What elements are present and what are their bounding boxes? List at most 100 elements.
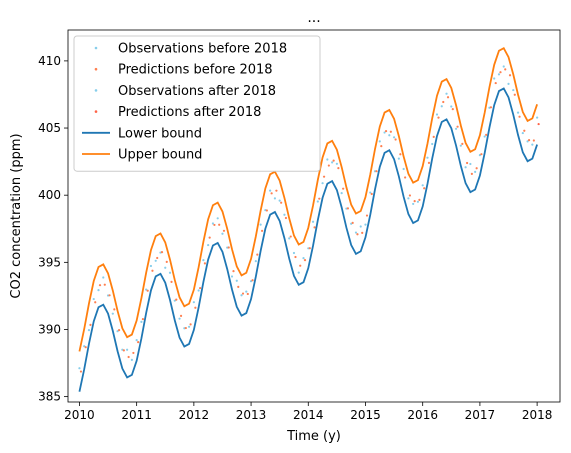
prediction-point bbox=[84, 346, 87, 349]
prediction-point bbox=[203, 262, 206, 265]
observation-point bbox=[316, 200, 319, 203]
legend-label: Observations before 2018 bbox=[118, 42, 287, 57]
observation-point bbox=[388, 134, 391, 137]
prediction-point bbox=[194, 306, 197, 309]
prediction-point bbox=[389, 130, 392, 133]
observation-point bbox=[126, 348, 129, 351]
prediction-point bbox=[256, 253, 259, 256]
prediction-point bbox=[451, 108, 454, 111]
prediction-point bbox=[241, 292, 245, 295]
legend-swatch bbox=[94, 67, 98, 71]
observation-point bbox=[326, 158, 329, 161]
observation-point bbox=[378, 140, 381, 143]
x-tick-label: 2011 bbox=[121, 408, 152, 422]
y-tick-label: 405 bbox=[38, 121, 61, 135]
prediction-point bbox=[141, 317, 145, 321]
observation-point bbox=[464, 166, 467, 169]
prediction-point bbox=[361, 231, 364, 234]
prediction-point bbox=[251, 279, 254, 282]
prediction-point bbox=[189, 323, 192, 326]
x-tick-label: 2013 bbox=[236, 408, 267, 422]
prediction-point bbox=[227, 246, 230, 249]
observation-point bbox=[321, 182, 324, 185]
observation-point bbox=[168, 271, 172, 274]
observation-point bbox=[445, 92, 448, 95]
lower-bound-line bbox=[78, 87, 538, 392]
observation-point bbox=[197, 289, 200, 292]
prediction-point bbox=[318, 197, 321, 200]
legend: Observations before 2018 Predictions befo… bbox=[73, 35, 321, 172]
prediction-point bbox=[480, 153, 483, 156]
prediction-point bbox=[432, 135, 435, 138]
observation-point bbox=[302, 257, 305, 260]
x-tick-label: 2014 bbox=[293, 408, 324, 422]
observation-point bbox=[97, 289, 100, 292]
prediction-point bbox=[332, 159, 335, 162]
chart-title: ... bbox=[307, 10, 320, 26]
upper-bound-line bbox=[78, 46, 538, 352]
prediction-point bbox=[399, 153, 402, 156]
observation-point bbox=[536, 116, 539, 119]
observation-point bbox=[521, 131, 524, 135]
prediction-point bbox=[170, 280, 173, 283]
plot-data bbox=[78, 46, 540, 392]
observation-point bbox=[87, 329, 91, 332]
prediction-point bbox=[408, 194, 411, 197]
prediction-point bbox=[523, 129, 526, 132]
prediction-point bbox=[427, 161, 431, 164]
observation-point bbox=[140, 320, 143, 323]
legend-label: Upper bound bbox=[118, 148, 202, 163]
prediction-point bbox=[303, 258, 307, 262]
prediction-point bbox=[108, 294, 111, 297]
prediction-point bbox=[322, 175, 326, 178]
observation-point bbox=[497, 73, 501, 76]
observation-point bbox=[135, 339, 138, 342]
observation-point bbox=[502, 65, 505, 68]
y-tick-label: 410 bbox=[38, 54, 61, 68]
legend-label: Predictions after 2018 bbox=[118, 105, 261, 120]
prediction-point bbox=[199, 286, 202, 290]
prediction-point bbox=[413, 200, 416, 203]
prediction-point bbox=[151, 269, 154, 272]
legend-label: Predictions before 2018 bbox=[118, 63, 273, 78]
observation-point bbox=[288, 237, 291, 240]
prediction-point bbox=[103, 283, 106, 286]
observation-point bbox=[78, 367, 81, 370]
prediction-point bbox=[384, 129, 388, 133]
prediction-point bbox=[518, 115, 521, 118]
prediction-point bbox=[380, 144, 383, 148]
observation-point bbox=[331, 161, 334, 164]
prediction-point bbox=[222, 229, 226, 232]
observation-point bbox=[364, 223, 367, 226]
observation-point bbox=[111, 312, 114, 315]
prediction-point bbox=[499, 71, 502, 74]
prediction-point bbox=[261, 229, 264, 232]
observation-point bbox=[531, 143, 534, 146]
observation-point bbox=[459, 144, 462, 147]
prediction-point bbox=[470, 172, 473, 175]
prediction-point bbox=[485, 133, 488, 136]
observation-point bbox=[230, 275, 234, 278]
prediction-point bbox=[532, 139, 535, 142]
y-axis-label: CO2 concentration (ppm) bbox=[9, 133, 24, 298]
observation-point bbox=[259, 223, 262, 226]
plot-frame bbox=[67, 29, 561, 403]
observation-point bbox=[335, 162, 338, 165]
prediction-point bbox=[437, 116, 440, 119]
observation-point bbox=[407, 197, 410, 200]
observation-point bbox=[507, 82, 510, 85]
observation-point bbox=[221, 232, 224, 235]
observation-point bbox=[149, 264, 153, 268]
x-tick-label: 2017 bbox=[465, 408, 496, 422]
prediction-point bbox=[327, 164, 330, 167]
prediction-point bbox=[456, 125, 459, 128]
observation-point bbox=[102, 276, 105, 279]
prediction-point bbox=[394, 138, 397, 141]
prediction-point bbox=[446, 96, 450, 99]
observation-point bbox=[416, 200, 420, 203]
observation-point bbox=[154, 259, 157, 262]
observation-point bbox=[278, 199, 281, 202]
prediction-point bbox=[418, 198, 421, 201]
prediction-point bbox=[513, 93, 516, 96]
